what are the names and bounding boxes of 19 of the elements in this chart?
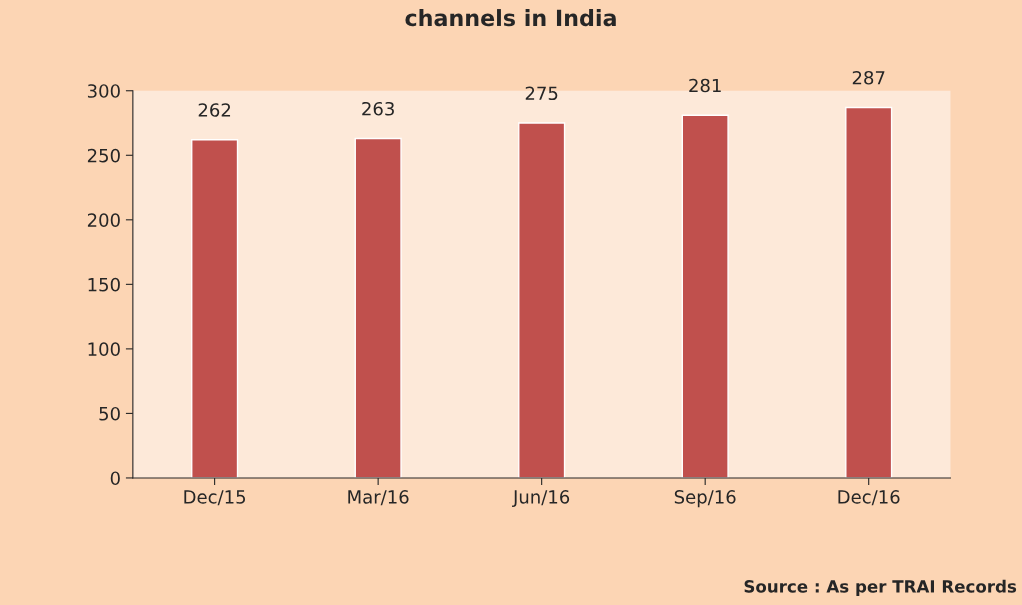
x-tick-label: Jun/16 [512,490,570,508]
y-tick-label: 150 [88,277,120,292]
x-tick-label: Dec/15 [184,490,246,506]
y-tick-label: 300 [87,84,120,98]
source-note: Source : As per TRAI Records [744,579,1017,596]
data-label: 262 [198,103,231,117]
y-tick-label: 200 [87,213,120,227]
y-tick-label: 50 [99,406,120,421]
data-label: 281 [689,78,721,93]
x-tick-label: Dec/16 [838,490,900,506]
y-tick-label: 0 [110,471,120,486]
x-tick-label: Sep/16 [674,490,736,508]
data-label: 275 [525,86,558,101]
y-tick-label: 100 [88,342,120,356]
data-label: 287 [852,70,885,85]
chart-title: channels in India [405,9,616,27]
y-tick-label: 250 [87,148,120,163]
data-label: 263 [362,101,394,116]
x-tick-label: Mar/16 [348,490,409,506]
